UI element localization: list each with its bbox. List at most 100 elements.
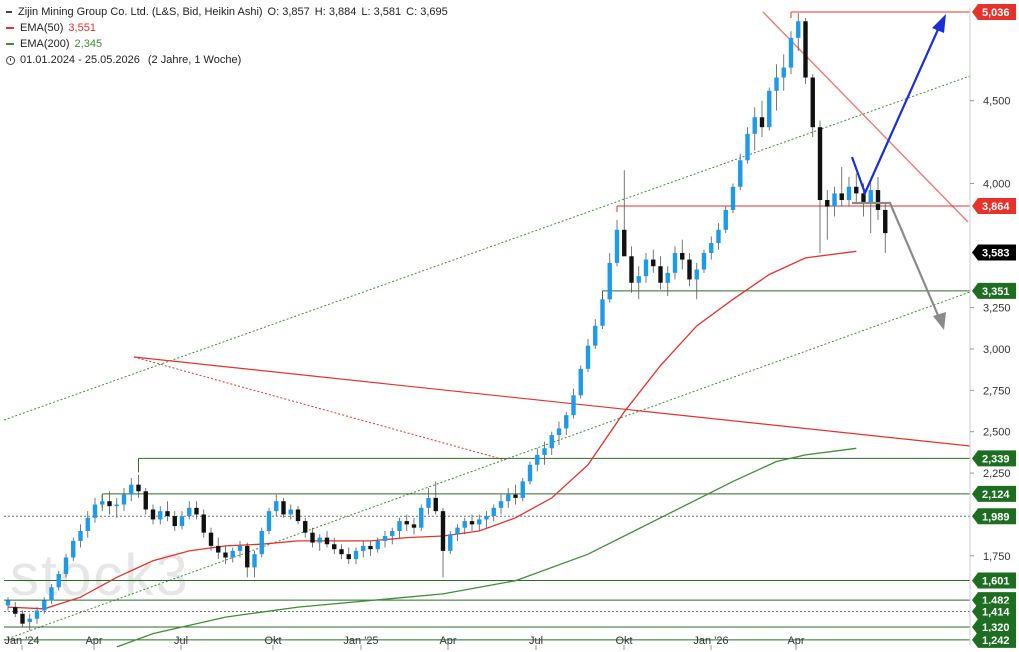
candle-body (839, 193, 844, 201)
high-value: 3,884 (328, 6, 357, 18)
level-tag: 1,242 (982, 635, 1010, 647)
level-tag: 2,124 (982, 489, 1010, 501)
legend-instrument-row: Zijin Mining Group Co. Ltd. (L&S, Bid, H… (6, 4, 448, 20)
x-tick-label: Jul (529, 635, 543, 647)
candle-body (201, 514, 206, 533)
level-tag: 1,414 (982, 606, 1010, 618)
candle-body (585, 345, 591, 369)
level-tag-bg (972, 572, 1016, 589)
candle-body (817, 127, 823, 201)
x-tick-label: Jan '26 (693, 635, 728, 647)
candle-body (397, 521, 402, 532)
candle-body (520, 481, 525, 498)
legend-period-row: 01.01.2024 - 25.05.2026 (2 Jahre, 1 Woch… (6, 52, 448, 68)
forecast-arrows[interactable] (850, 14, 946, 330)
ema50-value: 3,551 (68, 22, 96, 34)
y-tick-label: 4,000 (983, 178, 1011, 190)
ema50-label: EMA(50) (20, 22, 64, 34)
candle-body (433, 497, 438, 512)
trend-lines[interactable] (3, 11, 971, 641)
candle-body (295, 509, 301, 522)
y-tick-label: 1,750 (983, 551, 1011, 563)
level-tag-bg (972, 4, 1016, 20)
candle-body (694, 269, 699, 280)
candle-body (165, 511, 170, 517)
y-tick-label: 4,500 (983, 96, 1011, 108)
x-tick-label: Jul (174, 635, 188, 647)
candle-body (136, 484, 141, 492)
candle-body (651, 259, 656, 267)
ema200-path (116, 447, 857, 648)
x-tick-label: Okt (615, 635, 632, 647)
candle-body (13, 607, 18, 614)
candle-body (339, 549, 344, 555)
low-value: 3,581 (373, 6, 402, 18)
candle-body (738, 160, 743, 187)
candle-body (745, 133, 750, 161)
candle-body (781, 67, 786, 78)
candle-body (158, 511, 163, 520)
ema200-label: EMA(200) (20, 38, 70, 50)
candle-body (63, 557, 69, 575)
candle-body (535, 454, 540, 465)
candle-body (85, 517, 90, 532)
candle-body (129, 484, 134, 495)
candle-body (317, 537, 322, 543)
ema200-swatch-icon (6, 43, 14, 45)
candle-body (404, 521, 409, 525)
candle-body (846, 186, 852, 201)
candle-body (556, 428, 562, 436)
open-value: 3,857 (282, 6, 310, 18)
candle-body (883, 209, 888, 234)
candle-body (861, 193, 866, 204)
y-tick-label: 2,750 (983, 385, 1011, 397)
close-label: C: (406, 6, 418, 18)
candle-body (455, 527, 460, 535)
last-price-tag: 3,583 (982, 247, 1010, 259)
instrument-name: Zijin Mining Group Co. Ltd. (L&S, Bid, H… (18, 6, 263, 18)
open-label: O: (267, 6, 280, 18)
dotted-resistance-line (133, 356, 506, 461)
candle-body (810, 77, 815, 128)
horizontal-levels[interactable] (4, 11, 970, 641)
ema50-line (7, 250, 857, 610)
candle-body (78, 531, 83, 541)
candle-body (303, 521, 308, 533)
candle-body (875, 190, 881, 210)
price-tags: 5,0363,8643,3512,3392,1241,9891,6011,482… (972, 4, 1016, 648)
instrument-dash-icon (6, 11, 12, 13)
candle-body (854, 186, 859, 194)
x-tick-label: Jan '24 (4, 635, 39, 647)
candle-body (629, 256, 634, 283)
candle-body (680, 252, 685, 260)
candle-body (179, 516, 185, 527)
watermark: stock3 (10, 543, 188, 608)
candle-body (571, 395, 576, 416)
candle-body (216, 545, 221, 553)
level-tag-bg (972, 485, 1016, 502)
candle-body (643, 259, 649, 277)
candle-body (20, 613, 25, 624)
candle-body (607, 262, 612, 300)
x-tick-label: Apr (85, 635, 102, 647)
candle-body (42, 600, 47, 611)
candle-body (274, 501, 279, 512)
y-tick-label: 3,000 (983, 344, 1011, 356)
candle-body (252, 554, 257, 568)
lower-channel-line (3, 291, 971, 641)
candle-body (332, 544, 337, 550)
candle-body (375, 540, 380, 550)
candle-body (259, 531, 264, 555)
candle-body (774, 77, 779, 91)
level-tag-bg (972, 631, 1016, 648)
candle-body (593, 325, 598, 346)
up-arrow-path (850, 24, 942, 196)
candle-body (288, 509, 293, 515)
level-tag-bg (972, 450, 1016, 467)
candle-body (788, 37, 794, 68)
last-price-tag-bg (972, 244, 1016, 261)
candle-body (701, 252, 707, 270)
ema50-path (7, 250, 857, 610)
candle-body (477, 519, 482, 525)
